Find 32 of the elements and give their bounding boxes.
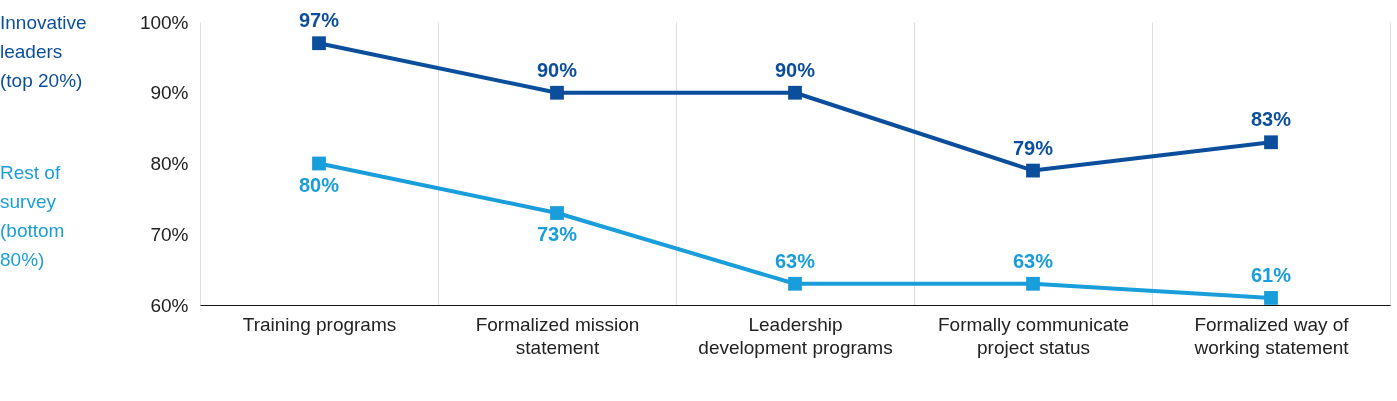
point (1264, 135, 1278, 150)
y-tick-label: 60% (150, 294, 189, 316)
data-label: 63% (1012, 249, 1054, 272)
data-label: 73% (536, 223, 578, 246)
data-label: 61% (1250, 263, 1292, 286)
y-tick-label: 70% (150, 223, 189, 245)
x-tick-label: Formalized way of working statement (1193, 313, 1350, 358)
text: Rest of survey (bottom 80%) (0, 162, 65, 270)
point (312, 156, 326, 171)
point (1026, 163, 1040, 178)
x-tick-label: Leadership development programs (698, 313, 893, 358)
point (550, 85, 564, 100)
y-tick-label: 100% (139, 11, 189, 33)
point (1264, 291, 1278, 305)
y-tick-label: 80% (150, 153, 189, 174)
point (788, 85, 802, 100)
data-label: 79% (1012, 136, 1054, 159)
data-label: 63% (774, 249, 816, 272)
data-label: 97% (298, 9, 340, 32)
point (550, 206, 564, 220)
y-tick-label: 90% (150, 82, 189, 104)
point (788, 276, 802, 291)
data-label: 90% (774, 58, 816, 81)
data-label: 80% (298, 173, 340, 196)
data-label: 83% (1250, 108, 1292, 131)
point (312, 36, 326, 51)
data-label: 90% (536, 58, 578, 81)
point (1026, 276, 1040, 291)
x-tick-label: Formalized mission statement (475, 313, 640, 358)
x-tick-label: Formally communicate project status (937, 313, 1130, 358)
text: Innovative leaders (top 20%) (0, 12, 87, 91)
x-tick-label: Training programs (242, 313, 397, 335)
